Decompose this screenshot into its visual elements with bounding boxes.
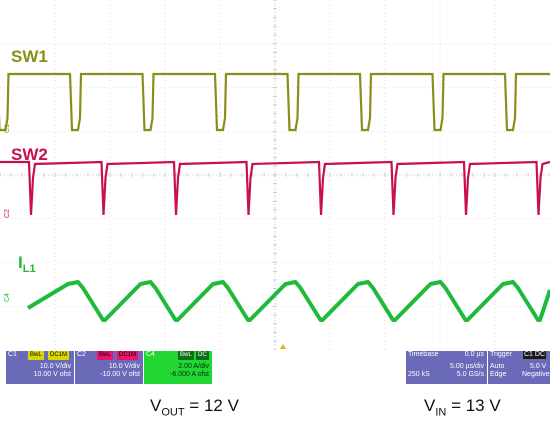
vout-caption-main: V <box>150 396 162 415</box>
trigger-title: Trigger <box>490 351 512 358</box>
c2-offset: -10.00 V ofst <box>100 371 140 378</box>
vin-caption-sub: IN <box>435 406 447 419</box>
c4-coupling-badge: DC <box>196 351 209 360</box>
trigger-type: Edge <box>490 371 507 378</box>
c4-bw-badge: BwL <box>178 351 194 360</box>
c4-offset: -6.000 A ofst <box>170 371 209 378</box>
c2-name: C2 <box>77 351 86 358</box>
c2-marker: C2 <box>4 209 11 218</box>
c1-bw-badge: BwL <box>28 351 44 360</box>
vout-caption-sub: OUT <box>161 406 185 419</box>
c1-name: C1 <box>8 351 17 358</box>
timebase-samples: 250 kS <box>408 371 430 378</box>
trigger-header: Trigger C1 DC <box>488 351 550 360</box>
vout-caption-rest: = 12 V <box>184 396 239 415</box>
timebase-delay: 0.0 µs <box>464 351 484 358</box>
c2-coupling-badge: DC1M <box>117 351 139 360</box>
c2-header: C2 BwL DC1M <box>75 351 143 360</box>
il1-label-main: I <box>18 253 23 272</box>
vin-caption-main: V <box>424 396 436 415</box>
sw2-label: SW2 <box>11 145 48 164</box>
trigger-panel[interactable]: Trigger C1 DC Auto 5.0 V Edge Negative <box>488 351 550 384</box>
sw2-waveform <box>0 160 550 216</box>
trigger-position-marker <box>280 344 286 349</box>
trigger-level: 5.0 V <box>530 363 547 370</box>
graticule <box>0 0 550 350</box>
timebase-panel[interactable]: Timebase 0.0 µs 5.00 µs/div 250 kS 5.0 G… <box>406 351 487 384</box>
trigger-slope: Negative <box>522 371 550 378</box>
oscilloscope-screen: SW1 SW2 IL1 C1 C2 C4 <box>0 0 550 350</box>
c1-coupling-badge: DC1M <box>48 351 70 360</box>
timebase-rate: 5.0 GS/s <box>456 371 484 378</box>
c4-scale: 2.00 A/div <box>178 363 209 370</box>
c4-name: C4 <box>146 351 155 358</box>
c1-marker: C1 <box>4 124 11 133</box>
il1-label-sub: L1 <box>23 263 36 275</box>
trigger-mode: Auto <box>490 363 505 370</box>
c2-scale: 10.0 V/div <box>108 363 140 370</box>
timebase-scale: 5.00 µs/div <box>450 363 484 370</box>
trigger-channels: C1 DC <box>523 351 547 359</box>
c4-info-panel[interactable]: C4 BwL DC 2.00 A/div -6.000 A ofst <box>144 351 212 384</box>
trigger-type-row: Edge Negative <box>488 371 550 379</box>
c1-offset: 10.00 V ofst <box>33 371 71 378</box>
timebase-header: Timebase 0.0 µs <box>406 351 487 360</box>
waveforms <box>0 72 550 322</box>
trigger-mode-row: Auto 5.0 V <box>488 363 550 371</box>
c2-bw-badge: BwL <box>97 351 113 360</box>
il1-label: IL1 <box>18 253 36 275</box>
vin-caption-rest: = 13 V <box>446 396 501 415</box>
sw1-label: SW1 <box>11 47 48 66</box>
timebase-sampling: 250 kS 5.0 GS/s <box>406 371 487 379</box>
c4-marker: C4 <box>4 293 11 302</box>
c1-scale: 10.0 V/div <box>39 363 71 370</box>
vout-caption: VOUT = 12 V <box>150 396 239 418</box>
vin-caption: VIN = 13 V <box>424 396 501 418</box>
timebase-title: Timebase <box>408 351 439 358</box>
il1-waveform <box>26 280 550 322</box>
c1-info-panel[interactable]: C1 BwL DC1M 10.0 V/div 10.00 V ofst <box>6 351 74 384</box>
c4-header: C4 BwL DC <box>144 351 212 360</box>
c2-info-panel[interactable]: C2 BwL DC1M 10.0 V/div -10.00 V ofst <box>75 351 143 384</box>
c1-header: C1 BwL DC1M <box>6 351 74 360</box>
sw1-waveform <box>0 72 550 132</box>
